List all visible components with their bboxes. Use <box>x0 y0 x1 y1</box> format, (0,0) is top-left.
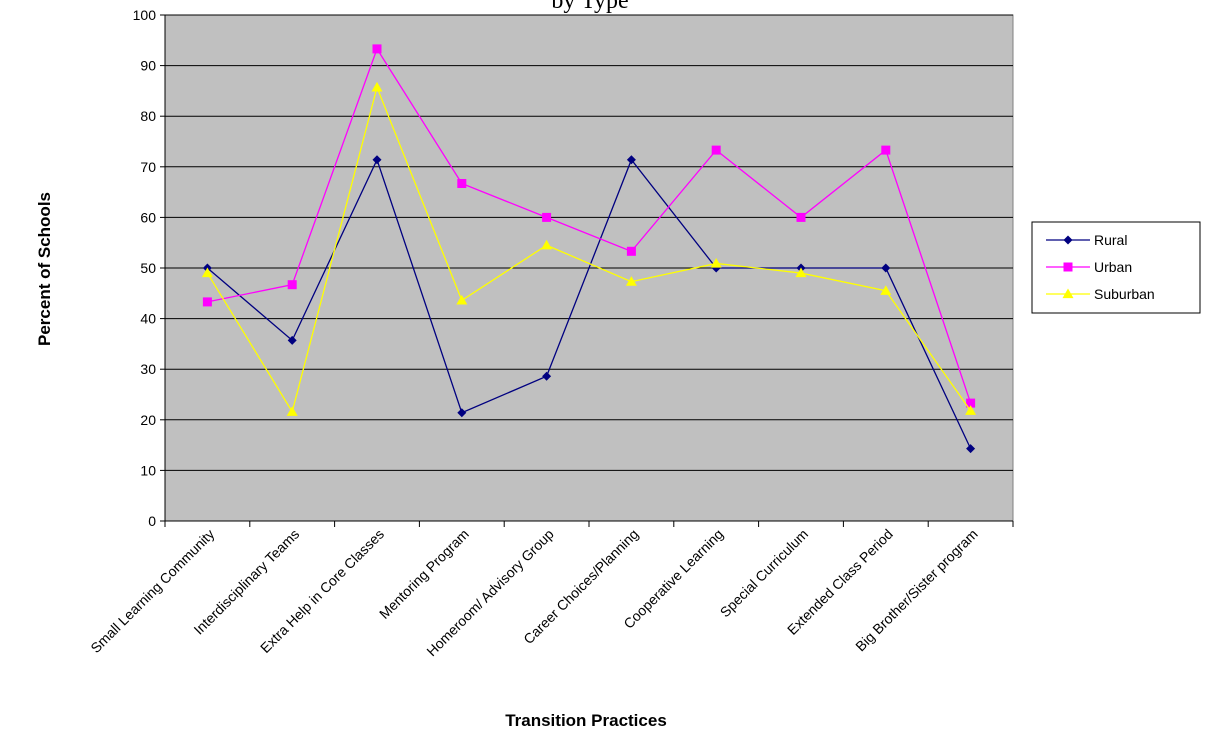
data-point-urban <box>711 145 721 155</box>
series-urban <box>202 44 976 408</box>
data-point-suburban <box>965 405 977 415</box>
data-point-suburban <box>625 276 637 286</box>
legend-item-suburban: Suburban <box>1046 286 1155 302</box>
gridlines <box>165 14 1013 471</box>
y-tick-label: 20 <box>140 412 156 428</box>
series-line-suburban <box>206 85 972 414</box>
data-point-rural <box>626 155 636 165</box>
data-point-rural <box>372 155 382 165</box>
data-point-suburban <box>371 81 383 92</box>
y-tick-label: 30 <box>140 361 156 377</box>
y-tick-label: 50 <box>140 260 156 276</box>
data-point-rural <box>881 263 891 273</box>
data-point-suburban <box>795 267 807 278</box>
legend-item-rural: Rural <box>1046 232 1127 248</box>
legend-swatch-marker <box>1063 235 1073 245</box>
y-tick-labels: 0 10 20 30 40 50 60 70 80 90 100 <box>133 7 157 529</box>
data-point-suburban <box>541 239 553 250</box>
data-point-urban <box>966 398 976 408</box>
x-tick-labels: Small Learning CommunityInterdisciplinar… <box>87 526 980 660</box>
data-point-suburban <box>880 285 892 295</box>
y-tick-label: 40 <box>140 311 156 327</box>
chart-title: by Type <box>551 0 628 14</box>
y-tick-label: 10 <box>140 462 156 478</box>
data-point-suburban <box>201 267 213 278</box>
x-tick-label: Mentoring Program <box>376 526 472 622</box>
series-suburban <box>201 81 977 416</box>
legend-swatch-marker <box>1062 288 1074 299</box>
y-tick-label: 0 <box>148 513 156 529</box>
x-tick-label: Small Learning Community <box>87 526 217 656</box>
x-tick-label: Special Curriculum <box>717 526 811 620</box>
y-tick-label: 80 <box>140 108 156 124</box>
legend-label: Urban <box>1094 259 1132 275</box>
data-point-urban <box>542 212 552 222</box>
data-point-urban <box>796 212 806 222</box>
series-lines <box>201 44 977 454</box>
data-point-suburban <box>710 257 722 268</box>
legend-label: Rural <box>1094 232 1127 248</box>
data-point-rural <box>966 444 976 454</box>
axes <box>160 14 1014 527</box>
y-tick-label: 90 <box>140 58 156 74</box>
data-point-urban <box>287 280 297 290</box>
data-point-urban <box>881 145 891 155</box>
y-tick-label: 70 <box>140 159 156 175</box>
y-axis-title: Percent of Schools <box>35 192 54 346</box>
y-tick-label: 60 <box>140 209 156 225</box>
data-point-urban <box>372 44 382 54</box>
legend-item-urban: Urban <box>1046 259 1132 275</box>
data-point-urban <box>457 178 467 188</box>
legend-swatch-marker <box>1063 262 1073 272</box>
data-point-rural <box>457 408 467 418</box>
legend: Rural Urban Suburban <box>1031 221 1201 314</box>
data-point-suburban <box>456 294 468 305</box>
data-point-rural <box>542 371 552 381</box>
data-point-urban <box>202 297 212 307</box>
x-axis-title: Transition Practices <box>505 711 667 730</box>
data-point-suburban <box>286 406 298 416</box>
data-point-rural <box>287 335 297 345</box>
series-line-urban <box>207 47 972 404</box>
y-tick-label: 100 <box>133 7 157 23</box>
data-point-urban <box>626 246 636 256</box>
legend-label: Suburban <box>1094 286 1155 302</box>
